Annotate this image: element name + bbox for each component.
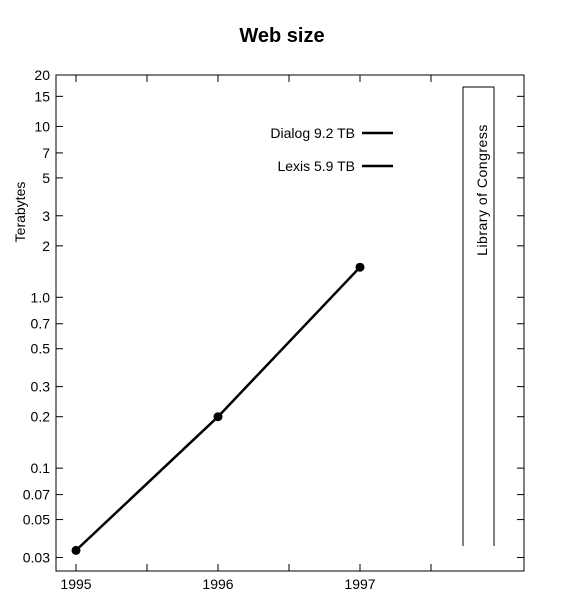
annotation-label: Library of Congress <box>474 124 490 256</box>
y-tick-label: 10 <box>34 118 50 134</box>
y-tick-label: 0.1 <box>31 460 51 476</box>
x-tick-label: 1995 <box>60 576 91 592</box>
y-tick-label: 0.07 <box>23 487 50 503</box>
series-layer <box>71 262 365 555</box>
y-tick-label: 0.03 <box>23 549 50 565</box>
y-tick-label: 20 <box>34 67 50 83</box>
y-tick-label: 0.3 <box>31 379 51 395</box>
y-tick-label: 5 <box>42 170 50 186</box>
annotation-layer: Library of Congress <box>462 86 495 547</box>
x-tick-label: 1996 <box>202 576 233 592</box>
annotation-box <box>462 86 495 547</box>
y-tick-label: 3 <box>42 208 50 224</box>
legend-label: Lexis 5.9 TB <box>277 158 355 174</box>
series-line <box>75 266 361 552</box>
x-tick-label: 1997 <box>344 576 375 592</box>
y-axis-title: Terabytes <box>12 182 28 243</box>
data-point <box>355 262 365 272</box>
y-tick-label: 15 <box>34 88 50 104</box>
plot-frame <box>55 74 525 572</box>
y-tick-label: 0.7 <box>31 316 51 332</box>
legend: Dialog 9.2 TB Lexis 5.9 TB <box>270 125 393 174</box>
y-tick-label: 0.05 <box>23 512 50 528</box>
legend-label: Dialog 9.2 TB <box>270 125 355 141</box>
axes: 0.03 0.05 0.07 0.1 0.2 0.3 0.5 0.7 1.0 2 3 5 7 10 15 20… <box>12 67 525 592</box>
data-point <box>213 412 223 422</box>
y-tick-label: 1.0 <box>31 289 51 305</box>
y-tick-label: 2 <box>42 238 50 254</box>
chart-title: Web size <box>239 25 324 47</box>
y-tick-label: 0.5 <box>31 341 51 357</box>
data-point <box>71 545 81 555</box>
y-tick-label: 0.2 <box>31 409 51 425</box>
y-tick-label: 7 <box>42 145 50 161</box>
